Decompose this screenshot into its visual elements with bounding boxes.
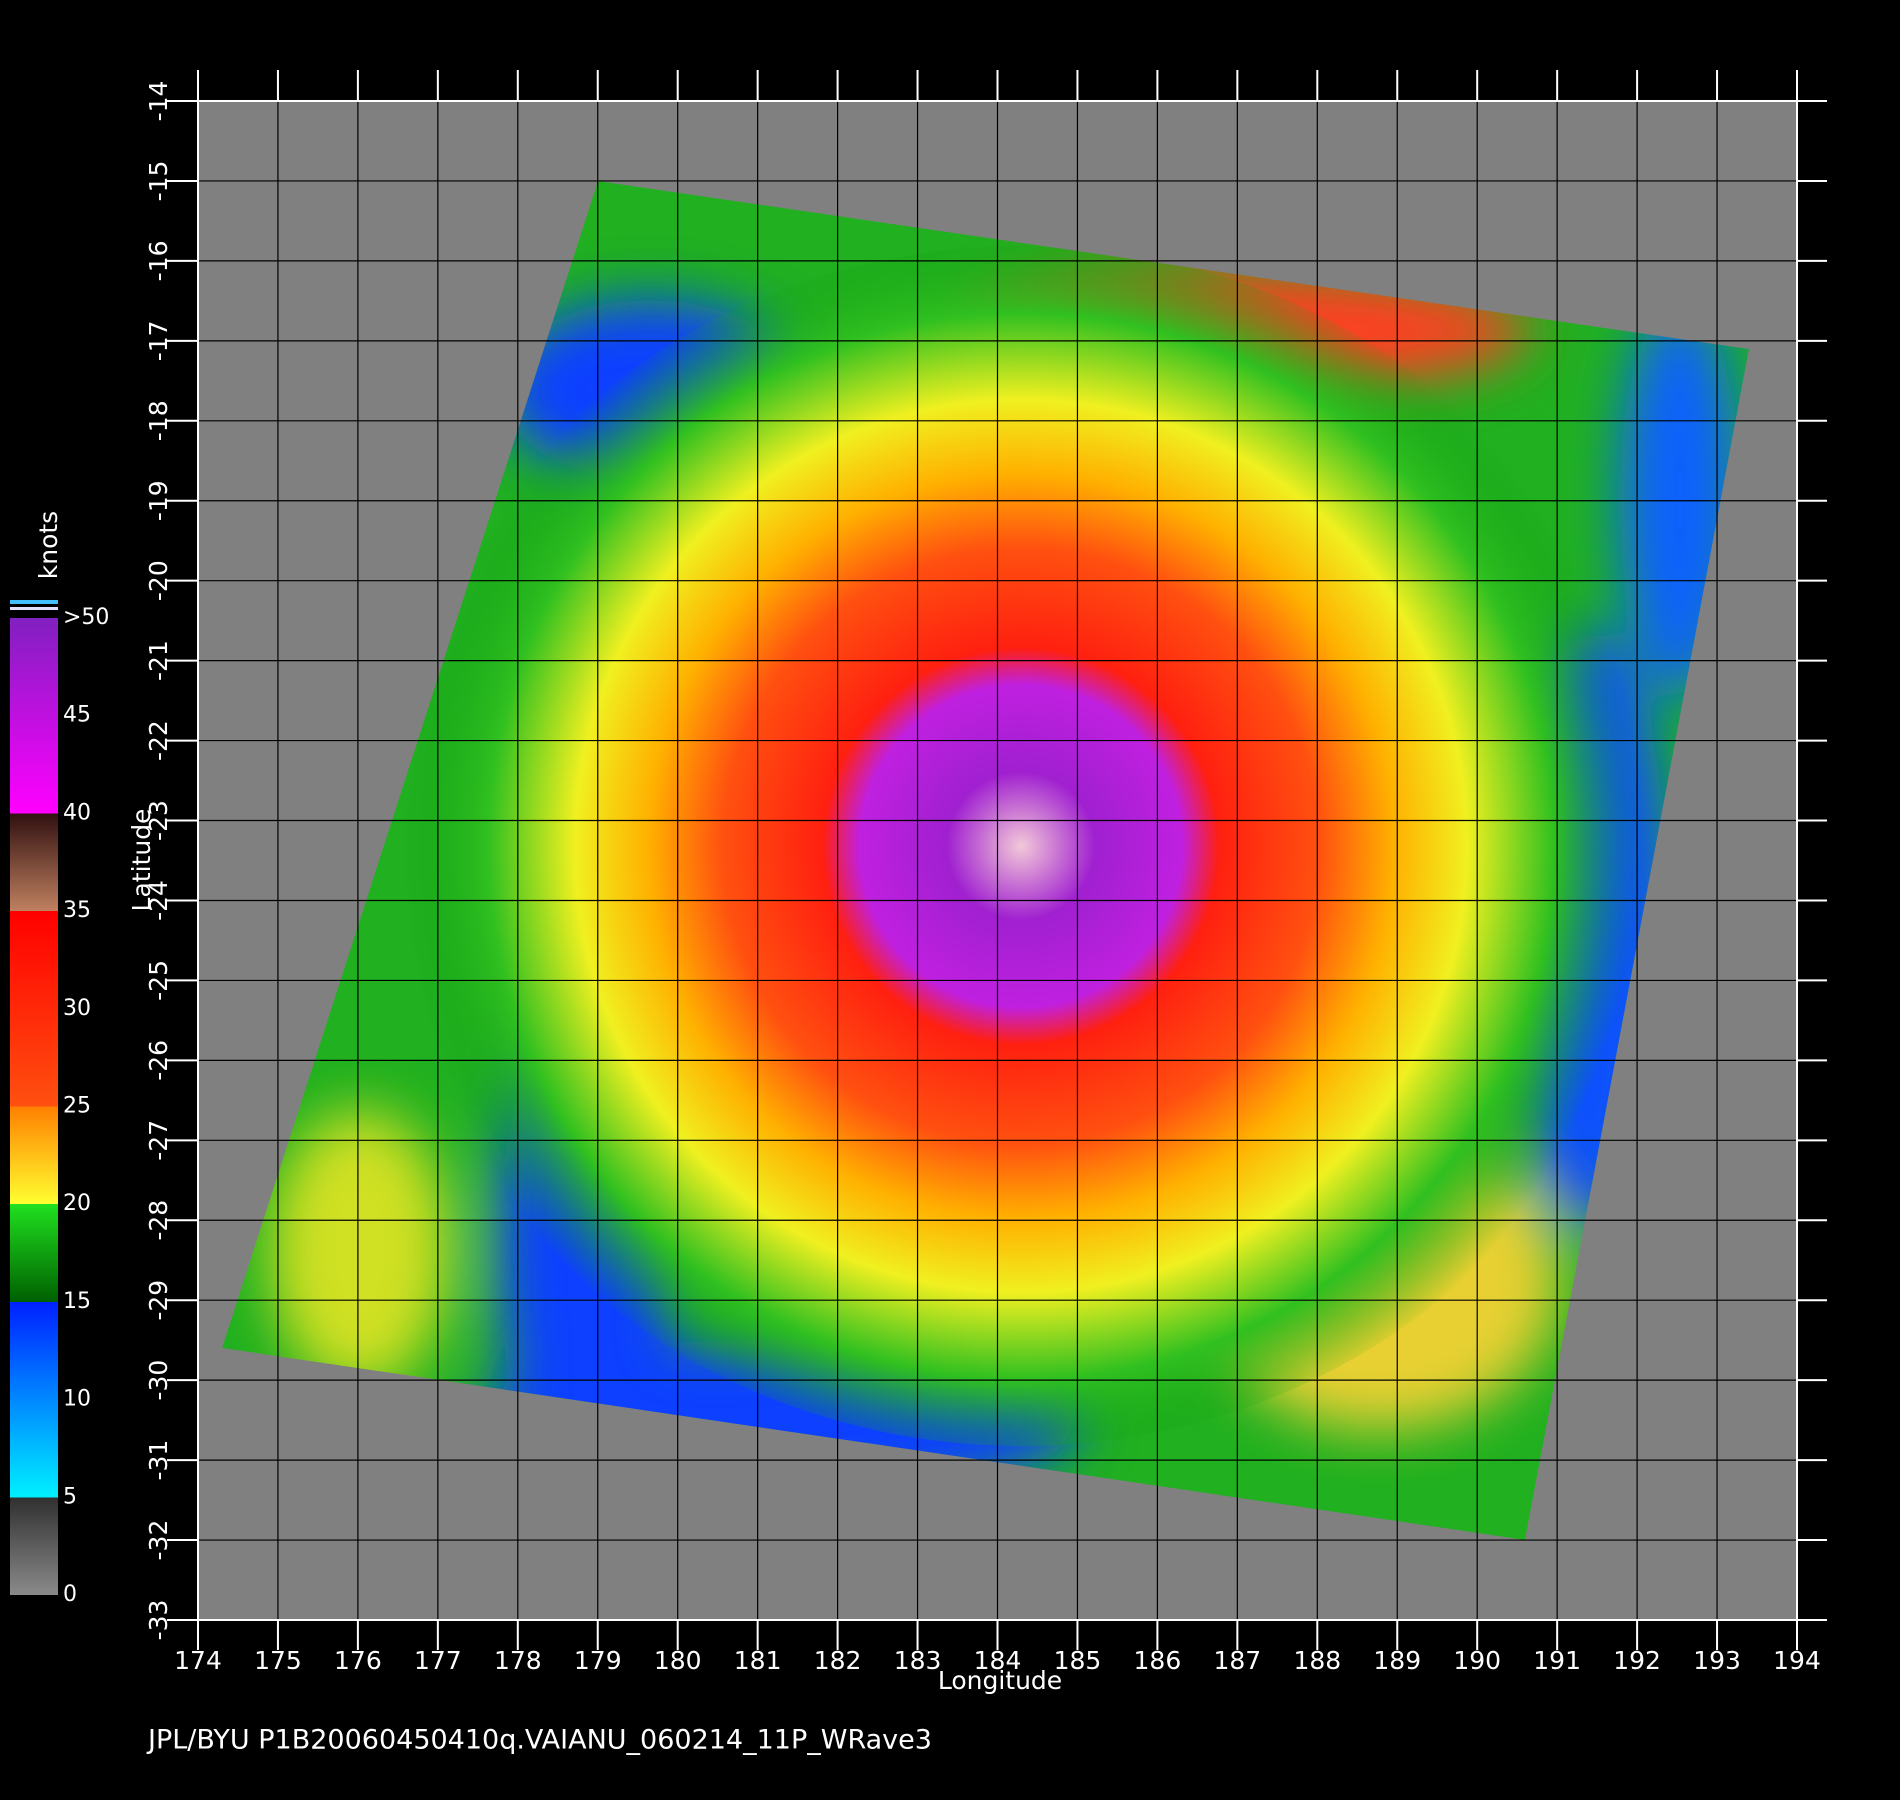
colorbar-tick-label: 20 [63,1191,91,1216]
x-tick-label: 178 [494,1646,542,1675]
x-tick-label: 189 [1373,1646,1421,1675]
colorbar-label: knots [34,511,63,579]
y-tick-label: -26 [144,1040,173,1081]
y-tick-label: -15 [144,161,173,202]
x-tick-label: 183 [894,1646,942,1675]
y-tick-label: -21 [144,640,173,681]
y-tick-label: -14 [144,81,173,122]
x-tick-label: 182 [814,1646,862,1675]
x-tick-label: 176 [334,1646,382,1675]
colorbar [10,618,58,1595]
colorbar-cap [10,607,58,610]
x-tick-label: 192 [1613,1646,1661,1675]
y-tick-label: -28 [144,1200,173,1241]
x-tick-label: 177 [414,1646,462,1675]
x-tick-label: 191 [1533,1646,1581,1675]
x-axis-label: Longitude [938,1666,1062,1695]
colorbar-tick-label: 15 [63,1289,91,1314]
y-tick-label: -23 [144,800,173,841]
colorbar-tick-label: 40 [63,800,91,825]
x-tick-label: 175 [254,1646,302,1675]
colorbar-tick-label: 45 [63,703,91,728]
colorbar-tick-label: 35 [63,898,91,923]
x-tick-label: 187 [1213,1646,1261,1675]
colorbar-tick-label: 30 [63,996,91,1021]
x-tick-label: 174 [174,1646,222,1675]
y-tick-label: -25 [144,960,173,1001]
x-tick-label: 190 [1453,1646,1501,1675]
colorbar-tick-label: 10 [63,1387,91,1412]
x-tick-label: 184 [974,1646,1022,1675]
y-tick-label: -30 [144,1360,173,1401]
y-tick-label: -32 [144,1520,173,1561]
colorbar-tick-label: 25 [63,1094,91,1119]
y-tick-label: -22 [144,720,173,761]
colorbar-tick-label: 5 [63,1484,77,1509]
x-tick-label: 179 [574,1646,622,1675]
y-tick-label: -31 [144,1440,173,1481]
y-tick-label: -27 [144,1120,173,1161]
y-tick-label: -18 [144,400,173,441]
y-tick-label: -29 [144,1280,173,1321]
colorbar-tick-label: 0 [63,1582,77,1607]
y-tick-label: -33 [144,1600,173,1641]
colorbar-cap [10,600,58,604]
footer: JPL/BYU P1B20060450410q.VAIANU_060214_11… [146,1725,932,1756]
x-tick-label: 181 [734,1646,782,1675]
x-tick-label: 180 [654,1646,702,1675]
y-axis-label: Latitude [127,809,156,912]
y-tick-label: -17 [144,320,173,361]
x-tick-label: 186 [1134,1646,1182,1675]
y-tick-label: -16 [144,240,173,281]
colorbar-tick-label: >50 [63,605,109,630]
x-tick-label: 188 [1293,1646,1341,1675]
y-tick-label: -19 [144,480,173,521]
y-tick-label: -20 [144,560,173,601]
x-tick-label: 193 [1693,1646,1741,1675]
x-tick-label: 194 [1773,1646,1821,1675]
x-tick-label: 185 [1054,1646,1102,1675]
y-tick-label: -24 [144,880,173,921]
